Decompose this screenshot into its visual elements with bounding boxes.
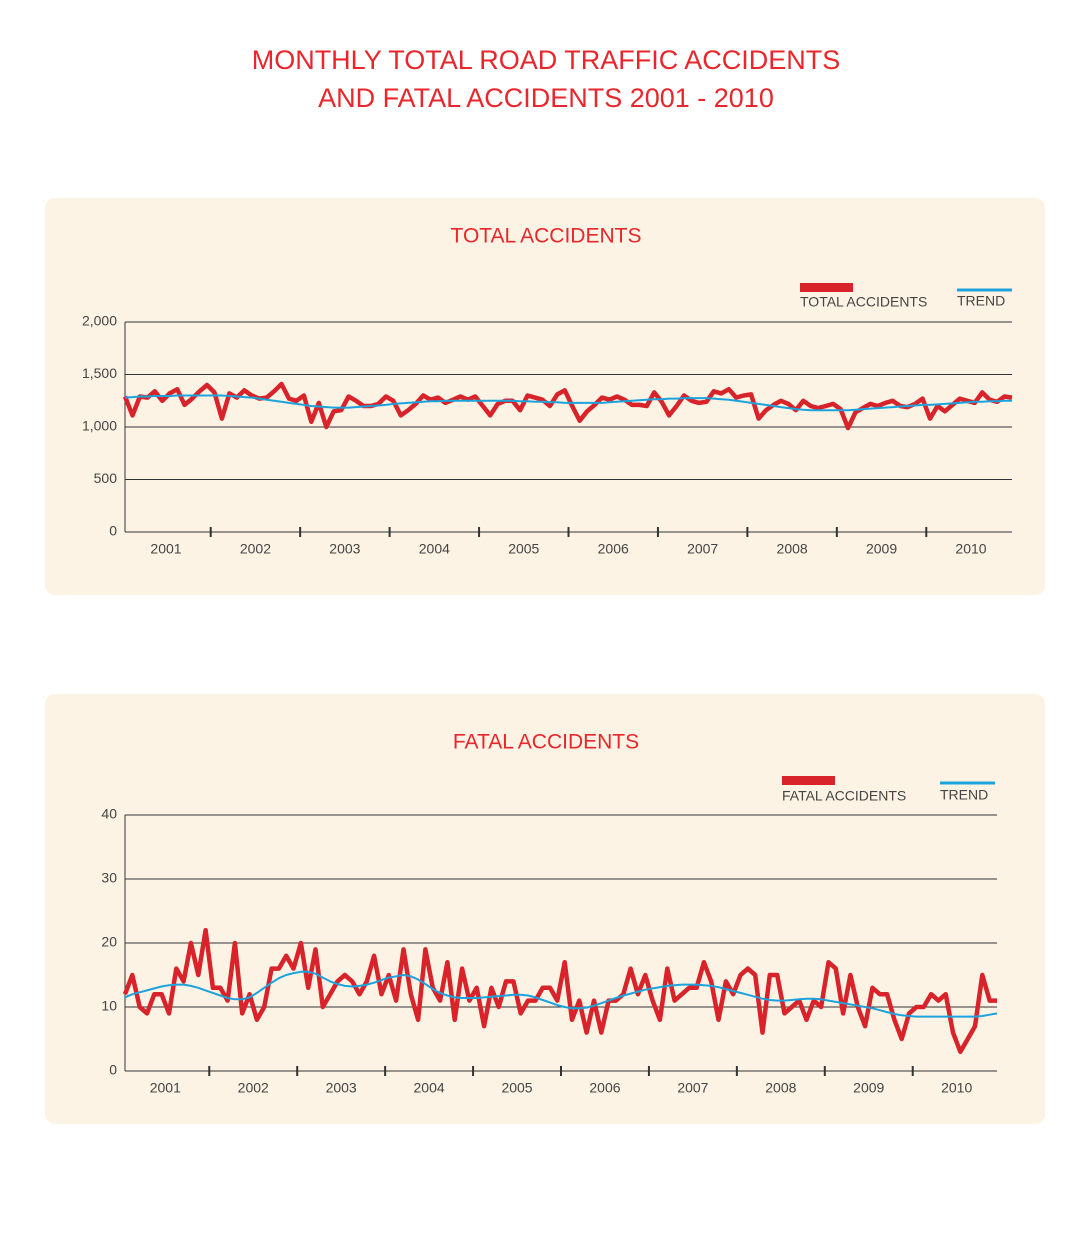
series-line	[122, 927, 997, 1055]
y-tick-label: 1,000	[82, 418, 117, 434]
y-tick-label: 30	[101, 870, 117, 886]
series-line	[124, 394, 1012, 412]
x-tick-label: 2002	[240, 541, 271, 557]
x-tick-label: 2004	[414, 1080, 445, 1096]
legend-label: TREND	[957, 293, 1005, 309]
legend-label: TOTAL ACCIDENTS	[800, 294, 927, 310]
x-tick-label: 2009	[853, 1080, 884, 1096]
x-tick-label: 2002	[238, 1080, 269, 1096]
x-tick-label: 2010	[955, 541, 986, 557]
page-title: AND FATAL ACCIDENTS 2001 - 2010	[318, 83, 774, 113]
x-tick-label: 2005	[508, 541, 539, 557]
chart-title: TOTAL ACCIDENTS	[451, 225, 642, 248]
y-tick-label: 10	[101, 998, 117, 1014]
x-tick-label: 2007	[677, 1080, 708, 1096]
y-tick-label: 20	[101, 934, 117, 950]
x-tick-label: 2008	[765, 1080, 796, 1096]
x-tick-label: 2003	[326, 1080, 357, 1096]
x-tick-label: 2003	[329, 541, 360, 557]
x-tick-label: 2006	[589, 1080, 620, 1096]
y-tick-label: 1,500	[82, 365, 117, 381]
x-tick-label: 2001	[150, 1080, 181, 1096]
y-tick-label: 40	[101, 806, 117, 822]
legend-label: FATAL ACCIDENTS	[782, 788, 906, 804]
panel	[45, 694, 1045, 1124]
page-title: MONTHLY TOTAL ROAD TRAFFIC ACCIDENTS	[252, 45, 841, 75]
legend-swatch	[800, 283, 853, 292]
y-tick-label: 0	[109, 523, 117, 539]
x-tick-label: 2006	[598, 541, 629, 557]
x-tick-label: 2005	[501, 1080, 532, 1096]
series-line	[122, 381, 1013, 431]
y-tick-label: 0	[109, 1062, 117, 1078]
x-tick-label: 2007	[687, 541, 718, 557]
panel	[45, 198, 1045, 595]
y-tick-label: 500	[94, 470, 118, 486]
y-tick-label: 2,000	[82, 313, 117, 329]
legend-label: TREND	[940, 787, 988, 803]
chart-title: FATAL ACCIDENTS	[453, 731, 639, 754]
x-tick-label: 2001	[150, 541, 181, 557]
x-tick-label: 2004	[419, 541, 450, 557]
legend-swatch	[782, 776, 835, 785]
series-line	[124, 970, 998, 1018]
x-tick-label: 2008	[777, 541, 808, 557]
x-tick-label: 2009	[866, 541, 897, 557]
x-tick-label: 2010	[941, 1080, 972, 1096]
